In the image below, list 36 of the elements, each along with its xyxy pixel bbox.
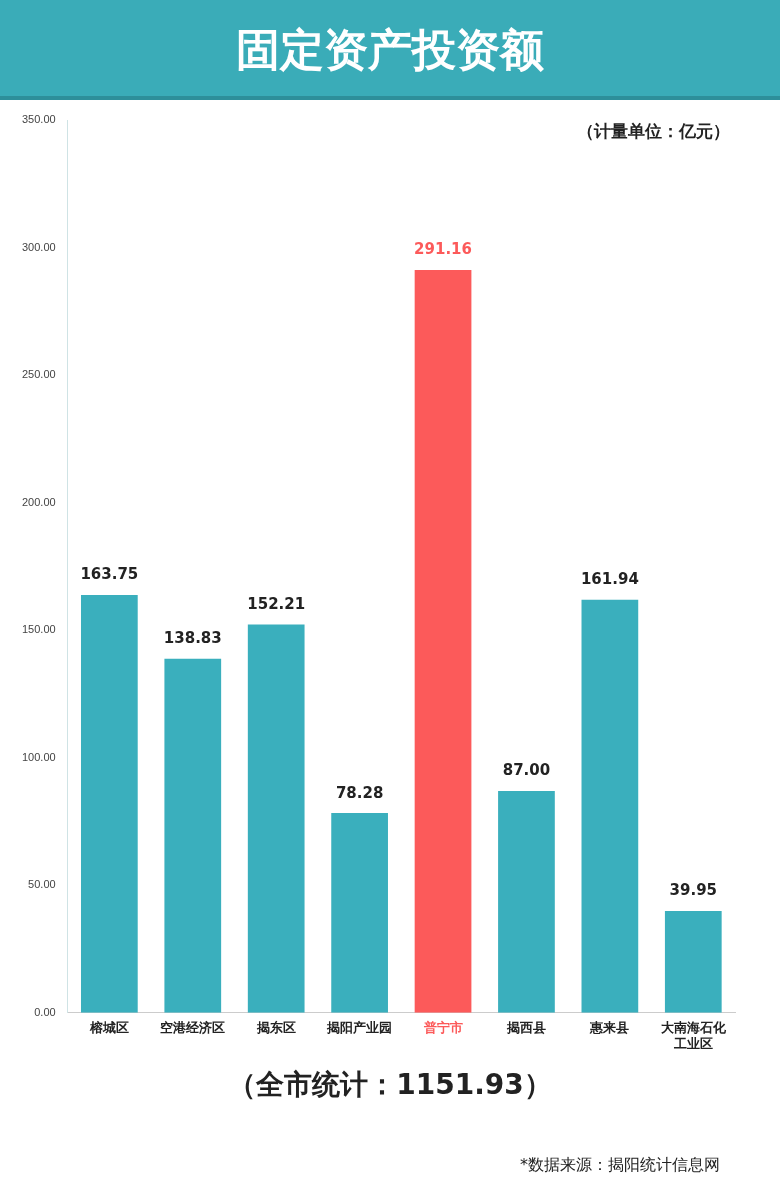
y-tick-label: 250.00 bbox=[21, 368, 56, 381]
x-tick-label: 普宁市 bbox=[422, 1020, 463, 1036]
bar bbox=[80, 595, 138, 1013]
text: *数据来源：揭阳统计信息网 bbox=[520, 1155, 720, 1176]
y-tick-label: 200.00 bbox=[21, 495, 56, 508]
bar bbox=[664, 910, 722, 1013]
y-tick-label: 300.00 bbox=[21, 240, 56, 253]
data-label: 78.28 bbox=[335, 783, 384, 802]
bar bbox=[581, 599, 639, 1013]
data-label: 152.21 bbox=[247, 594, 306, 613]
bar bbox=[498, 790, 555, 1013]
x-tick-label: 揭东区 bbox=[255, 1020, 296, 1036]
x-tick-label: 惠来县 bbox=[589, 1020, 630, 1036]
y-tick-label: 0.00 bbox=[34, 1005, 56, 1018]
data-label: 138.83 bbox=[163, 629, 222, 648]
bar bbox=[331, 813, 388, 1013]
bar bbox=[164, 658, 222, 1013]
chart-title: 固定资产投资额 bbox=[0, 0, 780, 100]
x-tick-label: 大南海石化工业区 bbox=[660, 1020, 727, 1051]
data-label: 161.94 bbox=[580, 570, 639, 589]
data-label: 163.75 bbox=[80, 565, 139, 584]
data-label: 291.16 bbox=[414, 240, 472, 259]
y-tick-label: 150.00 bbox=[21, 623, 56, 636]
x-tick-label: 揭西县 bbox=[505, 1020, 546, 1036]
data-label: 39.95 bbox=[669, 881, 718, 900]
x-tick-label: 揭阳产业园 bbox=[326, 1020, 393, 1036]
text: （全市统计：1151.93） bbox=[227, 1067, 553, 1103]
data-label: 87.00 bbox=[502, 761, 551, 780]
bar bbox=[414, 270, 472, 1013]
bar bbox=[247, 624, 305, 1013]
annotation: （计量单位：亿元） bbox=[577, 120, 730, 143]
y-tick-label: 350.00 bbox=[21, 113, 56, 126]
y-tick-label: 100.00 bbox=[21, 750, 56, 763]
y-tick-label: 50.00 bbox=[28, 878, 56, 891]
x-tick-label: 空港经济区 bbox=[160, 1020, 226, 1036]
x-tick-label: 榕城区 bbox=[88, 1020, 129, 1036]
